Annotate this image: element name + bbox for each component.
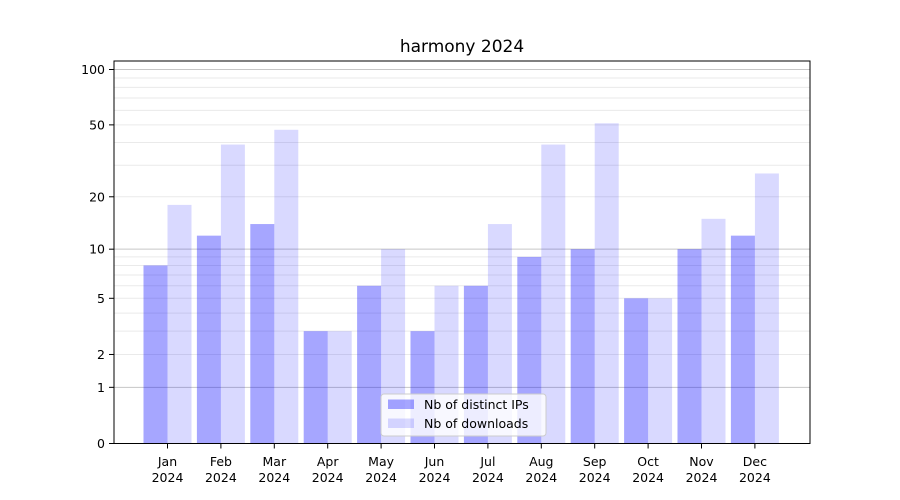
bar-distinct-ips [143, 265, 168, 444]
chart-title: harmony 2024 [400, 37, 524, 57]
bar-downloads [648, 298, 673, 444]
x-tick-label-month: Nov [689, 454, 714, 469]
y-tick-label: 100 [81, 62, 105, 77]
bar-distinct-ips [303, 331, 328, 444]
x-tick-label-year: 2024 [258, 470, 290, 485]
x-tick-label-year: 2024 [739, 470, 771, 485]
bar-distinct-ips [730, 235, 755, 444]
y-tick-label: 0 [97, 436, 105, 451]
y-tick-label: 10 [89, 242, 105, 257]
bar-distinct-ips [357, 285, 382, 444]
bar-downloads [754, 173, 779, 444]
x-tick-label-month: Feb [210, 454, 232, 469]
axes-frame [113, 60, 811, 444]
x-tick-label-year: 2024 [365, 470, 397, 485]
legend-label: Nb of downloads [424, 416, 528, 431]
bar-downloads [701, 218, 726, 444]
bar-distinct-ips [624, 298, 649, 444]
bar-downloads [220, 144, 245, 444]
x-tick-label-year: 2024 [525, 470, 557, 485]
legend-swatch [388, 418, 414, 428]
bar-distinct-ips [570, 249, 595, 444]
y-tick-label: 20 [89, 189, 105, 204]
bar-downloads [274, 129, 299, 444]
x-tick-label-month: Aug [529, 454, 553, 469]
bar-distinct-ips [677, 249, 702, 444]
y-tick-label: 1 [97, 380, 105, 395]
bar-downloads [327, 331, 352, 444]
x-tick-label-month: Oct [637, 454, 659, 469]
legend: Nb of distinct IPs Nb of downloads [380, 393, 547, 437]
legend-box [380, 393, 547, 437]
x-tick-label-month: Mar [263, 454, 287, 469]
x-tick-label-month: Apr [317, 454, 339, 469]
bar-distinct-ips [250, 224, 275, 444]
grid-layer [114, 69, 810, 388]
frame-layer [113, 60, 811, 444]
x-tick-label-month: Jul [479, 454, 495, 469]
x-tick-label-month: May [368, 454, 394, 469]
bar-downloads [167, 204, 192, 444]
x-tick-label-month: Dec [743, 454, 767, 469]
x-tick-label-year: 2024 [205, 470, 237, 485]
x-tick-label-month: Sep [583, 454, 607, 469]
legend-label: Nb of distinct IPs [424, 397, 529, 412]
x-tick-label-year: 2024 [472, 470, 504, 485]
legend-swatch [388, 399, 414, 409]
x-tick-label-year: 2024 [312, 470, 344, 485]
x-tick-label-year: 2024 [579, 470, 611, 485]
tick-layer: 0125102050100Jan2024Feb2024Mar2024Apr202… [81, 62, 771, 485]
y-tick-label: 50 [89, 117, 105, 132]
y-tick-label: 5 [97, 291, 105, 306]
bar-downloads [594, 123, 619, 444]
x-tick-label-year: 2024 [686, 470, 718, 485]
bar-downloads [541, 144, 566, 444]
y-tick-label: 2 [97, 347, 105, 362]
x-tick-label-year: 2024 [419, 470, 451, 485]
bar-distinct-ips [196, 235, 221, 444]
x-tick-label-month: Jan [157, 454, 177, 469]
x-tick-label-year: 2024 [152, 470, 184, 485]
x-tick-label-year: 2024 [632, 470, 664, 485]
x-tick-label-month: Jun [424, 454, 445, 469]
